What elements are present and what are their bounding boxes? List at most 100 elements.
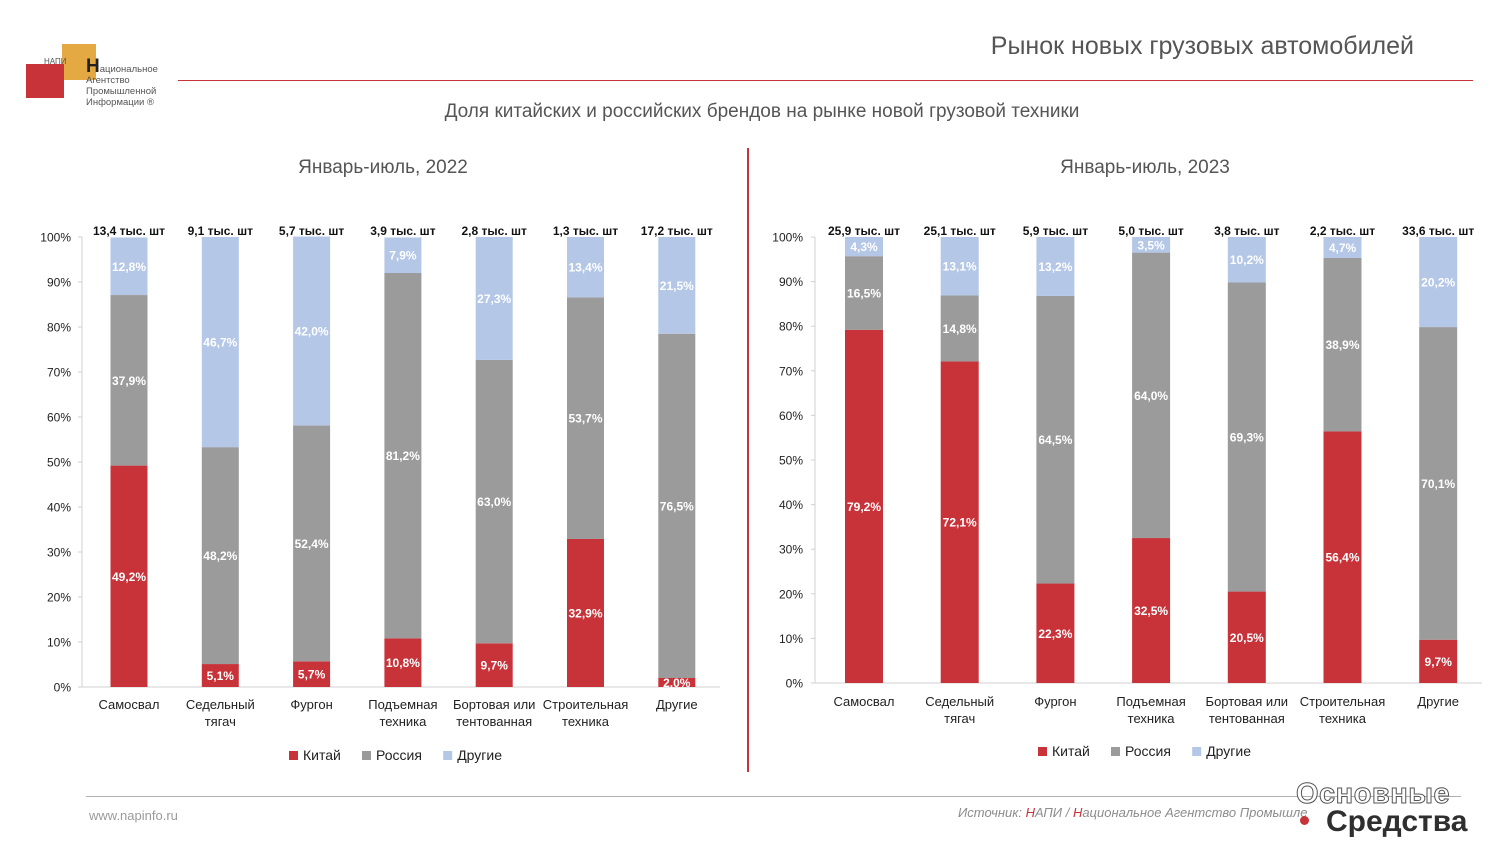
bar-segment <box>293 236 331 426</box>
chart-divider <box>747 148 749 772</box>
source-mid: АПИ / <box>1035 805 1073 820</box>
bar-total-label: 33,6 тыс. шт <box>1402 224 1474 238</box>
data-label: 9,7% <box>1425 655 1453 669</box>
data-label: 38,9% <box>1325 338 1359 352</box>
bar-total-label: 5,7 тыс. шт <box>279 224 344 238</box>
chart-2022: Январь-июль, 2022 0% 10% 20% 30% 40% 50% 60% 70%… <box>40 157 720 763</box>
logo-abbr: НАПИ <box>44 57 67 66</box>
y-tick-label: 50% <box>47 456 71 470</box>
data-label: 5,1% <box>207 669 235 683</box>
data-label: 32,9% <box>568 606 602 620</box>
y-tick-label: 20% <box>779 587 803 601</box>
data-label: 63,0% <box>477 495 511 509</box>
y-tick-label: 10% <box>47 636 71 650</box>
bar-segment <box>845 256 883 330</box>
bar-segment <box>1036 237 1075 296</box>
data-label: 53,7% <box>568 412 602 426</box>
bar-segment <box>1132 252 1171 539</box>
data-label: 16,5% <box>847 286 881 300</box>
bar-segment <box>475 643 513 687</box>
page-subtitle: Доля китайских и российских брендов на р… <box>444 101 1080 122</box>
y-tick-label: 90% <box>47 276 71 290</box>
bar-segment <box>293 661 331 687</box>
bar-total-label: 2,2 тыс. шт <box>1310 224 1375 238</box>
bar-segment <box>567 538 604 687</box>
y-tick-label: 90% <box>779 275 803 289</box>
napi-logo: НАПИ Национальное Агентство Промышленной… <box>26 44 166 124</box>
data-label: 4,3% <box>850 240 878 254</box>
legend-entry: Россия <box>376 747 422 763</box>
bar-segment <box>845 237 883 257</box>
x-category-label: тентованная <box>456 714 532 729</box>
bar-segment <box>940 361 979 683</box>
bar-total-label: 3,8 тыс. шт <box>1214 224 1279 238</box>
x-category-label: Самосвал <box>98 697 159 712</box>
data-label: 64,5% <box>1038 433 1072 447</box>
source-note: Источник: НАПИ / Национальное Агентство … <box>958 805 1307 820</box>
bar-segment <box>940 237 979 296</box>
header-rule <box>178 80 1473 81</box>
x-category-label: Фургон <box>1034 694 1076 709</box>
bar-segment <box>1227 591 1266 683</box>
legend-entry: Китай <box>1052 743 1090 759</box>
bar-segment <box>1036 583 1075 683</box>
bar-segment <box>658 333 696 678</box>
bar-segment <box>940 295 979 362</box>
bar-segment <box>658 237 696 334</box>
bar-segment <box>1132 538 1171 683</box>
bar-segment <box>201 237 239 448</box>
legend-entry: Другие <box>1206 743 1251 759</box>
data-label: 22,3% <box>1038 627 1072 641</box>
bar-segment <box>1419 639 1458 683</box>
bar-total-label: 25,1 тыс. шт <box>924 224 996 238</box>
data-label: 56,4% <box>1325 551 1359 565</box>
x-category-label: техника <box>1319 711 1367 726</box>
bar-segment <box>293 425 331 662</box>
x-category-label: Бортовая или <box>453 697 536 712</box>
x-category-label: Самосвал <box>833 694 894 709</box>
y-tick-label: 70% <box>47 366 71 380</box>
bar-total-label: 2,8 тыс. шт <box>462 224 527 238</box>
y-tick-label: 70% <box>779 364 803 378</box>
data-label: 10,8% <box>386 656 420 670</box>
source-n2: Н <box>1072 805 1083 820</box>
bar-segment <box>110 237 148 296</box>
legend-entry: Другие <box>457 747 502 763</box>
website-link[interactable]: www.napinfo.ru <box>89 808 178 823</box>
logo-line1: ациональное <box>99 64 158 75</box>
data-label: 13,1% <box>943 260 977 274</box>
bar-segment <box>658 678 696 687</box>
logo-gold-square <box>62 44 96 80</box>
data-label: 49,2% <box>112 570 146 584</box>
data-label: 20,5% <box>1230 631 1264 645</box>
data-label: 21,5% <box>660 279 694 293</box>
bar-total-label: 9,1 тыс. шт <box>188 224 253 238</box>
data-label: 70,1% <box>1421 477 1455 491</box>
watermark-dot <box>1300 816 1309 825</box>
watermark-line2: Средства <box>1326 805 1468 838</box>
bar-segment <box>1419 237 1458 328</box>
y-tick-label: 0% <box>786 677 804 691</box>
y-tick-label: 40% <box>47 501 71 515</box>
x-category-label: Строительная <box>543 697 628 712</box>
legend-swatch <box>289 751 298 760</box>
bar-total-label: 13,4 тыс. шт <box>93 224 165 238</box>
y-tick-label: 80% <box>779 320 803 334</box>
data-label: 13,4% <box>568 261 602 275</box>
bar-total-label: 5,9 тыс. шт <box>1023 224 1088 238</box>
watermark-line1: Основные <box>1296 778 1451 810</box>
bar-segment <box>384 638 422 687</box>
bar-segment <box>201 664 239 687</box>
legend-swatch <box>1111 747 1120 756</box>
legend-swatch <box>1038 747 1047 756</box>
y-tick-label: 80% <box>47 321 71 335</box>
data-label: 42,0% <box>295 325 329 339</box>
data-label: 37,9% <box>112 374 146 388</box>
logo-red-square <box>26 64 64 98</box>
bar-segment <box>1323 237 1362 258</box>
bar-segment <box>567 237 604 298</box>
y-tick-label: 20% <box>47 591 71 605</box>
bar-segment <box>110 295 148 466</box>
x-category-label: Другие <box>656 697 698 712</box>
bar-segment <box>1227 237 1266 283</box>
